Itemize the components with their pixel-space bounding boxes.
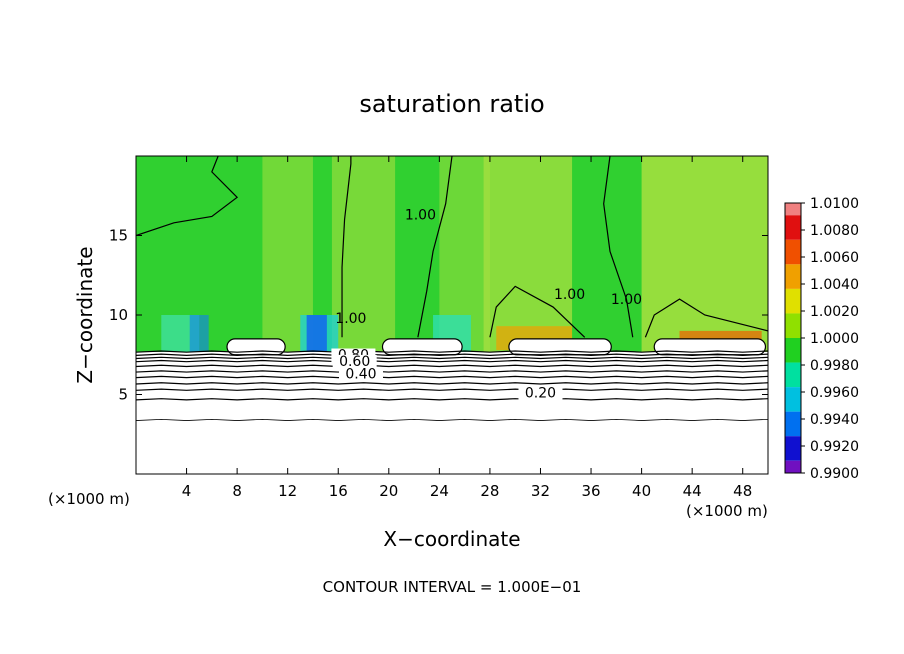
contour-labels: 1.001.001.001.000.800.600.400.20: [331, 208, 642, 402]
contour-line-4: [603, 156, 634, 338]
colorbar-swatch-8: [785, 387, 801, 412]
y-tick-label-2: 15: [109, 227, 128, 245]
colorbar-label-7: 0.9960: [810, 385, 859, 401]
upper-contours: [136, 156, 768, 338]
profile-contour-1: [136, 398, 768, 401]
cool-plume-2: [306, 315, 327, 354]
x-tick-label-7: 32: [531, 482, 550, 500]
profile-contour-9: [136, 353, 768, 356]
colorbar-label-6: 0.9980: [810, 358, 859, 374]
cloud-tops: [226, 338, 767, 356]
cool-plume-4: [189, 315, 209, 354]
x-tick-label-0: 4: [182, 482, 192, 500]
contour-label-5: 0.60: [339, 354, 370, 370]
colorbar-label-2: 1.0060: [810, 250, 859, 266]
colorbar-swatch-11: [785, 460, 801, 473]
profile-contour-0: [136, 418, 768, 421]
contour-label-0: 1.00: [405, 208, 436, 224]
x-tick-label-4: 20: [379, 482, 398, 500]
colorbar-swatch-3: [785, 264, 801, 289]
profile-contour-5: [136, 370, 768, 373]
contour-label-bg-5: [332, 354, 377, 369]
contour-line-1: [341, 156, 352, 338]
warm-bands: [262, 156, 768, 354]
colorbar-label-3: 1.0040: [810, 277, 859, 293]
contour-label-6: 0.40: [345, 367, 376, 383]
x-tick-label-6: 28: [480, 482, 499, 500]
x-unit-right: (×1000 m): [686, 502, 768, 520]
x-tick-label-11: 48: [733, 482, 752, 500]
profile-contour-10: [136, 350, 768, 353]
x-tick-label-3: 16: [329, 482, 348, 500]
y-axis: 5 10 15: [109, 227, 768, 404]
colorbar-label-5: 1.0000: [810, 331, 859, 347]
y-tick-label-0: 5: [118, 386, 128, 404]
y-axis-label: Z−coordinate: [73, 246, 97, 383]
dry-layer: [136, 352, 768, 474]
colorbar-label-1: 1.0080: [810, 223, 859, 239]
contour-line-3: [489, 285, 586, 338]
profile-contours: [136, 350, 768, 421]
x-axis-label: X−coordinate: [383, 527, 520, 551]
warm-band-3: [483, 156, 573, 354]
colorbar-swatch-0: [785, 203, 801, 216]
x-tick-label-5: 24: [430, 482, 449, 500]
profile-contour-8: [136, 356, 768, 360]
chart-title: saturation ratio: [359, 90, 544, 118]
profile-contour-2: [136, 388, 768, 391]
profile-contour-6: [136, 364, 768, 368]
contour-label-2: 1.00: [611, 292, 642, 308]
x-tick-label-2: 12: [278, 482, 297, 500]
x-tick-label-1: 8: [232, 482, 242, 500]
contour-label-bg-7: [518, 386, 563, 401]
contour-label-3: 1.00: [335, 311, 366, 327]
colorbar-label-4: 1.0020: [810, 304, 859, 320]
warm-band-4: [641, 156, 768, 354]
colorbar-swatch-2: [785, 239, 801, 265]
plot-area: 1.001.001.001.000.800.600.400.20: [136, 156, 768, 474]
contour-label-7: 0.20: [525, 386, 556, 402]
colorbar-swatch-10: [785, 436, 801, 461]
x-tick-label-10: 44: [683, 482, 702, 500]
colorbar-label-8: 0.9940: [810, 412, 859, 428]
colorbar-label-0: 1.0100: [810, 196, 859, 212]
x-unit-left: (×1000 m): [48, 490, 130, 508]
colorbar-label-10: 0.9900: [810, 466, 859, 482]
profile-contour-3: [136, 382, 768, 385]
x-tick-label-9: 40: [632, 482, 651, 500]
contour-label-1: 1.00: [554, 287, 585, 303]
profile-contour-7: [136, 359, 768, 363]
contour-interval-note: CONTOUR INTERVAL = 1.000E−01: [323, 578, 582, 596]
x-tick-label-8: 36: [581, 482, 600, 500]
cool-bands: [161, 315, 471, 354]
profile-contour-4: [136, 375, 768, 379]
colorbar-swatch-1: [785, 215, 801, 240]
x-axis: 4 8 12 16 20 24 28 32 36 40 44 48: [182, 156, 752, 500]
colorbar: 1.0100 1.0080 1.0060 1.0040 1.0020 1.0000 0.99…: [784, 196, 859, 482]
colorbar-swatch-7: [785, 362, 801, 388]
colorbar-swatch-5: [785, 313, 801, 338]
colorbar-label-9: 0.9920: [810, 439, 859, 455]
colorbar-swatch-6: [785, 338, 801, 363]
contour-line-0: [136, 156, 239, 237]
colorbar-swatch-9: [785, 411, 801, 437]
contour-line-2: [417, 156, 453, 338]
colorbar-swatch-4: [785, 288, 801, 314]
contour-line-5: [644, 298, 768, 338]
y-tick-label-1: 10: [109, 306, 128, 324]
contour-label-bg-6: [338, 367, 383, 382]
